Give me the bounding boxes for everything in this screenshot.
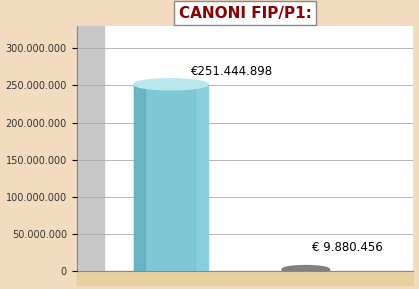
Ellipse shape — [282, 266, 329, 273]
Text: €251.444.898: €251.444.898 — [191, 65, 273, 78]
Ellipse shape — [134, 267, 208, 276]
Text: € 9.880.456: € 9.880.456 — [313, 241, 383, 254]
Ellipse shape — [282, 269, 329, 274]
Title: CANONI FIP/P1:: CANONI FIP/P1: — [178, 5, 311, 21]
Bar — [134, 84, 208, 271]
Bar — [282, 269, 329, 271]
Bar — [77, 26, 103, 271]
Bar — [77, 271, 414, 285]
Ellipse shape — [134, 79, 208, 90]
Bar — [197, 84, 208, 271]
Bar — [134, 84, 145, 271]
